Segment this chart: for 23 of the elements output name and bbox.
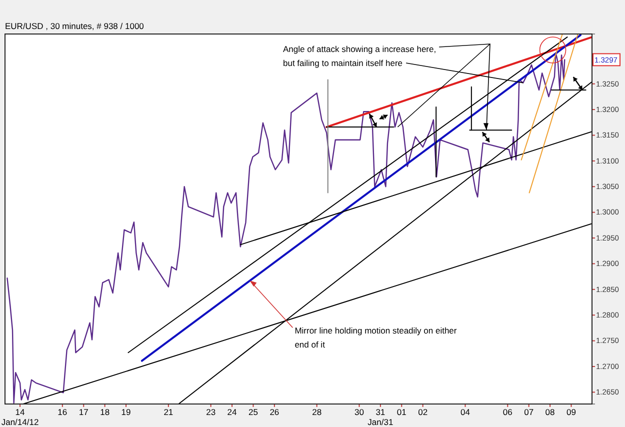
x-tick-label: 21 (164, 407, 174, 417)
x-tick-label: 19 (121, 407, 132, 417)
x-tick-label: 16 (58, 407, 68, 417)
x-tick-label: 06 (502, 407, 513, 417)
x-tick-label: 25 (248, 407, 258, 417)
x-tick-label: 26 (270, 407, 280, 417)
annotation: Mirror line holding motion steadily on either end of it (294, 326, 457, 350)
x-tick-label: 02 (418, 407, 428, 417)
x-tick-label: 07 (524, 407, 534, 417)
x-tick-label: 17 (78, 407, 89, 417)
x-tick-label: 28 (312, 407, 322, 417)
x-tick-label: 24 (227, 407, 238, 417)
x-tick-label: 01 (396, 407, 407, 417)
x-tick-label: 04 (460, 407, 470, 417)
x-tick-label: 09 (566, 407, 576, 417)
x-tick-label: 14 Jan/14/12 (1, 407, 39, 427)
x-tick-label: 18 (100, 407, 110, 417)
annotation: Angle of attack showing a increase here, but failing to maintain itself here (283, 44, 436, 68)
chart-title: EUR/USD , 30 minutes, # 938 / 1000 (5, 21, 144, 31)
x-tick-label: 23 (206, 407, 216, 417)
x-tick-label: 31 Jan/31 (368, 407, 394, 427)
x-tick-label: 30 (354, 407, 364, 417)
x-tick-label: 08 (545, 407, 556, 417)
